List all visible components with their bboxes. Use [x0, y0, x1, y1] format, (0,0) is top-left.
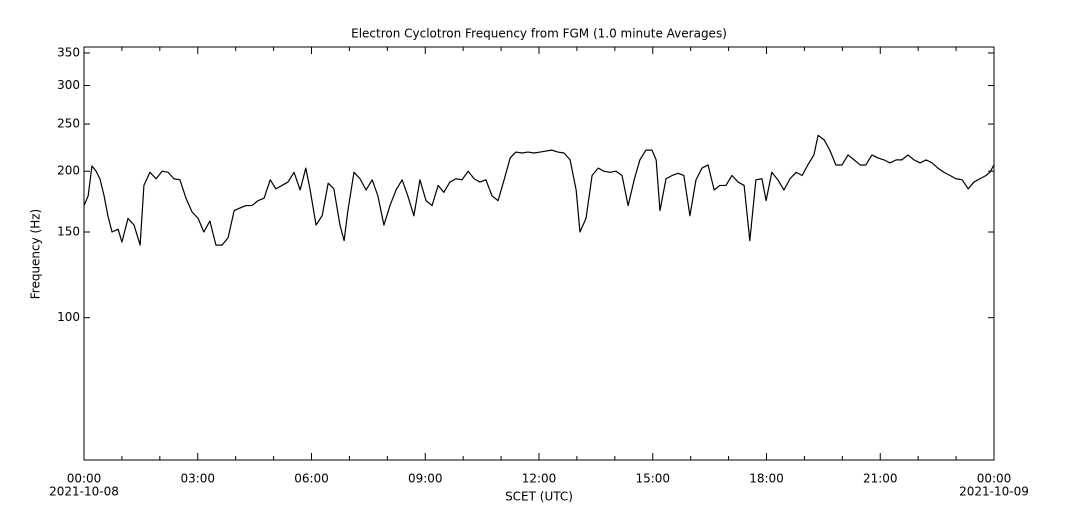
chart-title: Electron Cyclotron Frequency from FGM (1… — [351, 27, 727, 41]
x-tick-label: 00:00 — [977, 472, 1012, 486]
y-axis-label: Frequency (Hz) — [29, 209, 43, 300]
x-tick-date: 2021-10-09 — [959, 485, 1029, 499]
x-axis-label: SCET (UTC) — [505, 490, 573, 504]
x-tick-label: 12:00 — [522, 472, 557, 486]
y-tick-label: 100 — [57, 310, 80, 324]
x-tick-label: 00:00 — [67, 472, 102, 486]
y-tick-label: 150 — [57, 225, 80, 239]
plot-frame — [83, 46, 995, 461]
x-tick-label: 06:00 — [294, 472, 329, 486]
x-tick-date: 2021-10-08 — [49, 485, 119, 499]
x-tick-label: 21:00 — [863, 472, 898, 486]
y-tick-label: 200 — [57, 164, 80, 178]
x-tick-label: 03:00 — [180, 472, 215, 486]
x-tick-label: 18:00 — [749, 472, 784, 486]
data-line — [83, 134, 995, 246]
x-tick-label: 15:00 — [635, 472, 670, 486]
x-tick-label: 09:00 — [408, 472, 443, 486]
y-tick-label: 300 — [57, 78, 80, 92]
y-tick-label: 250 — [57, 117, 80, 131]
y-tick-label: 350 — [57, 45, 80, 59]
